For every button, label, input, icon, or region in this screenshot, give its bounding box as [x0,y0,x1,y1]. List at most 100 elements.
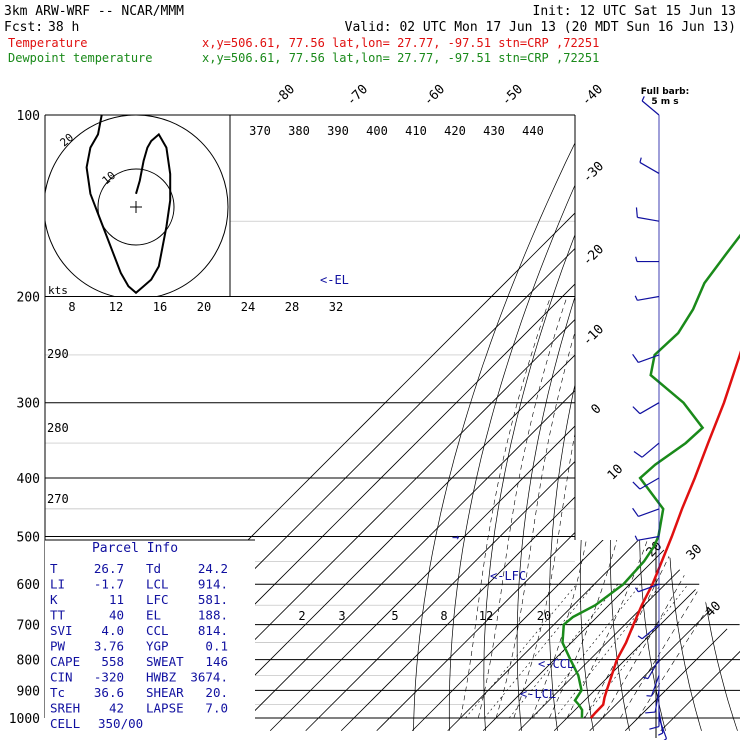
parcel-key: LI [50,577,65,592]
level-marker-3: <-LCL [520,687,556,701]
theta-e-label-440: 440 [522,124,544,138]
parcel-key: Tc [50,685,65,700]
theta-e-label-390: 390 [327,124,349,138]
parcel-info-title: Parcel Info [92,541,178,556]
parcel-value: 4.0 [101,623,124,638]
temperature-coords: x,y=506.61, 77.56 lat,lon= 27.77, -97.51… [202,36,599,50]
forecast-hours: 38 h [48,20,79,35]
hodo-speed-label-32: 32 [329,300,343,314]
hodo-speed-label-16: 16 [153,300,167,314]
hodo-speed-label-8: 8 [68,300,75,314]
theta-e-label-380: 380 [288,124,310,138]
theta-label-280: 280 [47,421,69,435]
wind-barb [634,535,660,541]
wind-barb [632,353,660,364]
wind-barb [635,256,659,263]
pressure-label-900: 900 [17,684,40,699]
parcel-key: TT [50,608,66,623]
hodo-speed-label-12: 12 [109,300,123,314]
level-marker-0: <-EL [320,273,349,287]
temperature-legend: Temperature [8,36,87,50]
parcel-value: 40 [109,608,124,623]
parcel-key: SREH [50,701,80,716]
parcel-key: SHEAR [146,685,184,700]
barb-note-line2: 5 m s [651,97,678,107]
pressure-label-800: 800 [17,654,40,669]
wind-barb [632,402,660,415]
parcel-value: 42 [109,701,124,716]
parcel-key: Td [146,561,161,576]
wind-barb [649,704,660,730]
wind-barb [646,675,660,697]
mixing-ratio-label-5: 5 [391,609,398,623]
parcel-value: 24.2 [198,561,228,576]
mixing-ratio-label-8: 8 [440,609,447,623]
wind-barbs [632,96,668,740]
parcel-key: HWBZ [146,670,177,685]
parcel-cell-label: CELL [50,716,80,731]
pressure-label-700: 700 [17,619,40,634]
pressure-label-200: 200 [17,291,40,306]
hodo-speed-label-28: 28 [285,300,299,314]
mixing-ratio-label-2: 2 [298,609,305,623]
parcel-value: 3674. [190,670,228,685]
parcel-key: CIN [50,670,73,685]
theta-e-label-410: 410 [405,124,427,138]
wind-barb [633,442,660,458]
isotherm-label--30: -30 [580,159,607,186]
wind-barb [645,690,660,714]
temperature-profile [589,350,740,719]
isotherm-label-0: 0 [588,401,604,417]
pressure-label-300: 300 [17,397,40,412]
wind-barb [637,624,660,640]
theta-e-label-370: 370 [249,124,271,138]
init-time: Init: 12 UTC Sat 15 Jun 13 [533,4,737,19]
wind-barb [635,207,660,222]
theta-e-label-420: 420 [444,124,466,138]
level-marker-1: <-LFC [490,569,526,583]
wind-barb [634,583,660,593]
parcel-key: SWEAT [146,654,184,669]
parcel-key: CAPE [50,654,80,669]
parcel-value: 146 [205,654,228,669]
isotherm-label--50: -50 [499,82,526,109]
mixing-ratio-label-3: 3 [338,609,345,623]
pressure-label-400: 400 [17,472,40,487]
parcel-value: 914. [198,577,228,592]
parcel-key: PW [50,639,66,654]
parcel-key: CCL [146,623,169,638]
parcel-key: LAPSE [146,701,184,716]
parcel-value: 814. [198,623,228,638]
parcel-value: 20. [205,685,228,700]
parcel-value: 558 [101,654,124,669]
isotherm-label--40: -40 [579,82,606,109]
parcel-cell-value: 350/00 [98,716,143,731]
wind-barb [632,477,660,490]
theta-e-label-400: 400 [366,124,388,138]
isotherm-label--80: -80 [271,82,298,109]
forecast-label: Fcst: [4,20,43,35]
parcel-key: EL [146,608,161,623]
wind-barb [643,659,660,680]
pressure-label-100: 100 [17,109,40,124]
hodo-speed-label-24: 24 [241,300,255,314]
isotherm-label-40: 40 [703,599,725,621]
isotherm-label--70: -70 [344,82,371,109]
wind-barb [641,96,660,116]
level-marker-arrow: → [452,530,459,544]
parcel-value: 3.76 [94,639,124,654]
parcel-value: 11 [109,592,124,607]
theta-label-290: 290 [47,347,69,361]
mixing-ratio-label-12: 12 [479,609,493,623]
dewpoint-legend: Dewpoint temperature [8,51,153,65]
dewpoint-coords: x,y=506.61, 77.56 lat,lon= 27.77, -97.51… [202,51,599,65]
parcel-key: SVI [50,623,73,638]
parcel-value: 36.6 [94,685,124,700]
hodo-speed-label-20: 20 [197,300,211,314]
parcel-key: T [50,561,58,576]
pressure-label-500: 500 [17,530,40,545]
hodo-units: kts [48,284,68,297]
